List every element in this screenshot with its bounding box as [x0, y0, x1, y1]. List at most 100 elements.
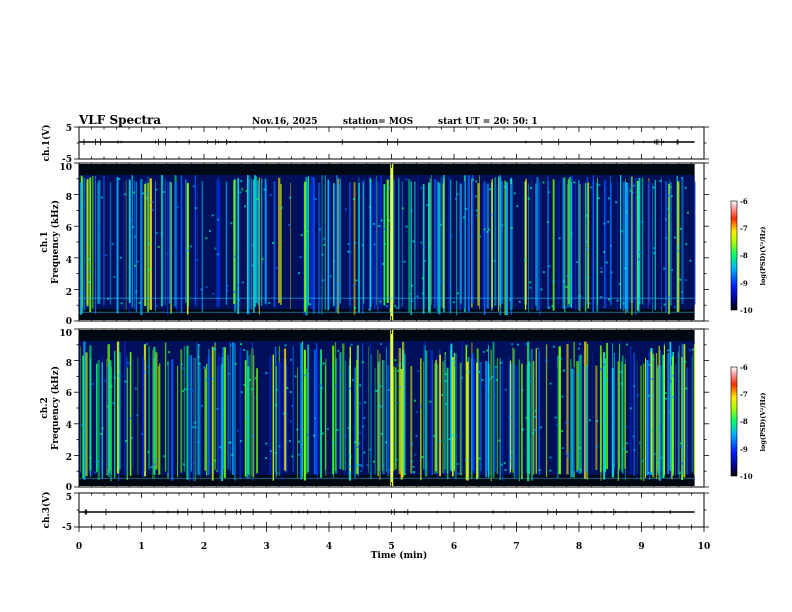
spectrogram-speckle — [337, 349, 340, 352]
spectrogram-streak — [338, 183, 340, 308]
spectrogram-streak — [599, 345, 602, 473]
spectrogram-speckle — [565, 421, 567, 424]
spectrogram-streak — [306, 368, 308, 475]
spectrogram-streak — [446, 367, 449, 474]
spectrogram-speckle — [119, 256, 122, 259]
ch2-yticks: 0 2 4 6 8 10 — [59, 329, 72, 493]
spectrogram-speckle — [366, 464, 369, 467]
spectrogram-speckle — [648, 394, 651, 397]
spectrogram-streak — [108, 361, 110, 477]
spectrogram-speckle — [465, 208, 468, 211]
spectrogram-speckle — [347, 250, 350, 253]
spectrogram-speckle — [633, 448, 636, 451]
spectrogram-speckle — [354, 307, 356, 310]
spectrogram-streak — [116, 341, 120, 474]
spectrogram-speckle — [146, 197, 149, 200]
spectrogram-streak — [656, 367, 658, 471]
spectrogram-speckle — [411, 299, 413, 302]
spectrogram-streak — [277, 361, 281, 471]
spectrogram-speckle — [685, 387, 688, 390]
spectrogram-speckle — [306, 230, 308, 233]
spectrogram-speckle — [181, 390, 184, 393]
ch2-spec-ytick: 6 — [66, 389, 72, 399]
spectrogram-speckle — [691, 348, 694, 351]
spectrogram-speckle — [410, 209, 413, 212]
spectrogram-speckle — [475, 209, 478, 212]
spectrogram-speckle — [486, 395, 489, 398]
spectrogram-streak — [476, 362, 478, 480]
spectrogram-speckle — [182, 463, 185, 466]
spectrogram-streak — [512, 347, 514, 473]
spectrogram-speckle — [412, 466, 415, 468]
spectrogram-speckle — [323, 237, 326, 240]
spectrogram-speckle — [355, 279, 358, 282]
spectrogram-speckle — [524, 259, 527, 261]
spectrogram-speckle — [534, 409, 537, 412]
spectrogram-speckle — [677, 245, 680, 248]
spectrogram-streak — [164, 179, 166, 305]
spectrogram-speckle — [127, 362, 130, 365]
ch1-spec-ytick: 10 — [59, 163, 72, 173]
spectrogram-speckle — [214, 348, 217, 351]
spectrogram-streak — [304, 181, 306, 312]
spectrogram-speckle — [586, 248, 589, 251]
spectrogram-speckle — [597, 197, 600, 200]
spectrogram-streak — [97, 182, 99, 304]
spectrogram-speckle — [163, 191, 166, 193]
spectrogram-speckle — [103, 379, 106, 382]
spectrogram-speckle — [251, 388, 254, 391]
spectrogram-speckle — [653, 452, 656, 455]
spectrogram-streak — [601, 358, 603, 471]
spectrogram-speckle — [534, 429, 537, 432]
spectrogram-streak — [194, 175, 196, 306]
spectrogram-speckle — [467, 371, 470, 374]
x-tick-label: 5 — [388, 542, 394, 552]
spectrogram-streak — [498, 176, 499, 312]
spectrogram-streak — [251, 178, 253, 310]
ch1-spec-ylabel: ch.1 — [40, 231, 50, 252]
spectrogram-speckle — [636, 196, 639, 199]
spectrogram-speckle — [605, 261, 608, 264]
spectrogram-speckle — [276, 472, 279, 475]
spectrogram-streak — [321, 175, 323, 315]
spectrogram-streak — [686, 367, 689, 475]
spectrogram-speckle — [632, 435, 635, 438]
ch1-ytick-bottom: -5 — [62, 155, 72, 165]
spectrogram-speckle — [528, 363, 531, 366]
spectrogram-speckle — [641, 220, 644, 223]
spectrogram-speckle — [351, 379, 354, 382]
spectrogram-speckle — [363, 417, 366, 419]
spectrogram-streak — [246, 350, 249, 479]
spectrogram-streak — [635, 178, 637, 315]
spectrogram-speckle — [439, 223, 442, 226]
spectrogram-speckle — [659, 180, 662, 182]
spectrogram-streak — [155, 181, 156, 311]
spectrogram-speckle — [301, 443, 304, 446]
spectrogram-speckle — [669, 354, 672, 357]
spectrogram-speckle — [498, 439, 501, 442]
spectrogram-streak — [494, 177, 497, 306]
ch2-spec-ytick: 10 — [59, 329, 72, 339]
spectrogram-streak — [521, 363, 523, 480]
spectrogram-streak — [82, 178, 85, 313]
spectrogram-speckle — [124, 193, 127, 196]
spectrogram-speckle — [298, 272, 301, 275]
spectrogram-speckle — [359, 384, 362, 387]
spectrogram-speckle — [382, 464, 385, 467]
spectrogram-streak — [398, 362, 401, 471]
spectrogram-speckle — [626, 196, 629, 199]
spectrogram-streak — [393, 179, 395, 304]
spectrogram-streak — [494, 367, 497, 472]
spectrogram-speckle — [589, 302, 591, 305]
spectrogram-streak — [214, 342, 216, 470]
spectrogram-streak — [278, 177, 281, 304]
spectrogram-speckle — [565, 285, 568, 288]
spectrogram-streak — [116, 177, 119, 314]
spectrogram-streak — [318, 360, 320, 472]
spectrogram-speckle — [189, 245, 192, 248]
spectrogram-streak — [132, 358, 134, 470]
spectrogram-speckle — [321, 432, 324, 435]
ch2-spectrogram — [79, 330, 696, 486]
spectrogram-streak — [334, 342, 337, 472]
spectrogram-speckle — [684, 186, 687, 189]
